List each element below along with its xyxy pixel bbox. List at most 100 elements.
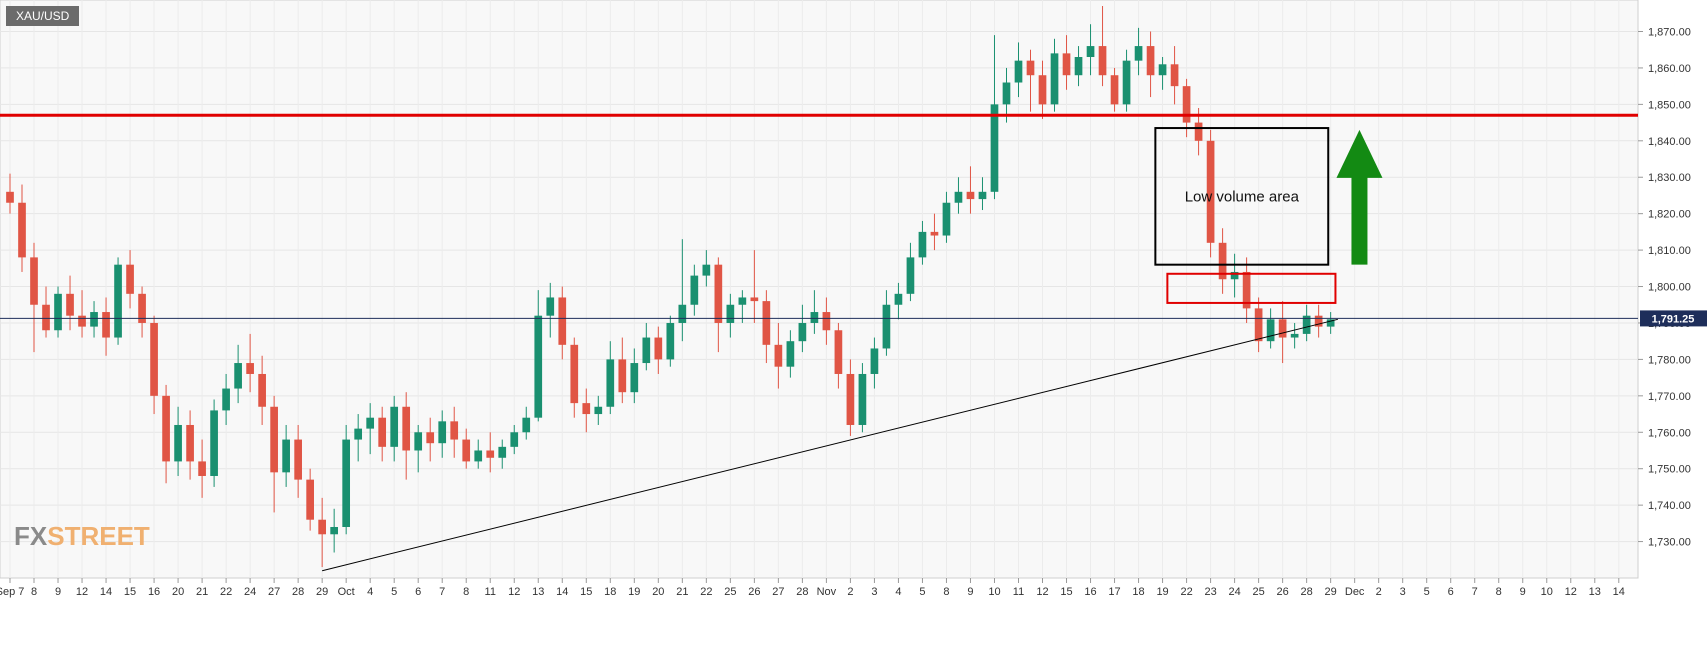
candle-body [246, 363, 254, 374]
x-tick-label: 22 [700, 586, 712, 598]
candle-body [978, 191, 987, 200]
candle-body [450, 421, 459, 440]
candle-body [738, 297, 747, 305]
candle-body [714, 264, 723, 323]
candle-body [1074, 57, 1083, 76]
up-arrow-icon [1336, 129, 1383, 265]
candle-body [954, 191, 963, 203]
candle-body [150, 322, 158, 396]
x-tick-label: 5 [391, 586, 397, 598]
candle-body [354, 428, 363, 440]
candle-body [318, 519, 326, 535]
x-tick-label: 24 [1228, 586, 1240, 598]
candle-body [30, 257, 38, 305]
support-trendline [322, 318, 1338, 572]
x-tick-label: 20 [172, 586, 184, 598]
candle-body [906, 257, 915, 294]
fxstreet-logo: FXSTREET [14, 521, 150, 551]
candle-body [930, 231, 939, 236]
candle-body [1326, 319, 1335, 327]
candle-body [366, 417, 375, 429]
x-tick-label: 5 [1424, 586, 1430, 598]
candle-body [630, 363, 639, 393]
x-tick-label: 23 [1204, 586, 1216, 598]
candle-body [90, 312, 98, 327]
candle-body [822, 312, 831, 331]
x-tick-label: 19 [1156, 586, 1168, 598]
x-tick-label: 4 [895, 586, 901, 598]
x-tick-label: 13 [532, 586, 544, 598]
y-tick-label: 1,830.00 [1648, 172, 1691, 184]
candle-body [342, 439, 351, 527]
x-tick-label: 28 [292, 586, 304, 598]
x-tick-label: Sep 7 [0, 586, 24, 598]
y-tick-label: 1,750.00 [1648, 464, 1691, 476]
candle-body [690, 275, 699, 305]
x-tick-label: 2 [1376, 586, 1382, 598]
candle-body [282, 439, 290, 473]
x-tick-label: 11 [485, 586, 496, 598]
candle-body [1122, 60, 1131, 105]
candle-body [1194, 122, 1203, 141]
candle-body [1002, 82, 1011, 105]
candle-body [582, 403, 591, 415]
candle-body [726, 304, 735, 323]
x-tick-label: 16 [148, 586, 160, 598]
candle-body [186, 424, 194, 462]
x-tick-label: 29 [316, 586, 328, 598]
candle-body [1170, 64, 1179, 87]
candle-body [294, 439, 302, 480]
candle-body [1026, 60, 1035, 76]
y-tick-label: 1,730.00 [1648, 537, 1691, 549]
candle-body [1302, 315, 1311, 334]
symbol-badge: XAU/USD [6, 6, 80, 26]
candle-body [858, 373, 867, 425]
candle-body [1278, 319, 1287, 338]
x-tick-label: 8 [31, 586, 37, 598]
candle-body [390, 406, 399, 447]
low-volume-box [1154, 127, 1330, 266]
x-tick-label: 10 [1541, 586, 1553, 598]
x-tick-label: 14 [556, 586, 568, 598]
candle-body [1014, 60, 1023, 83]
candle-body [78, 315, 86, 327]
x-tick-label: Dec [1345, 586, 1365, 598]
current-price-badge [1640, 310, 1707, 327]
x-tick-label: 12 [1036, 586, 1048, 598]
candle-body [606, 359, 615, 407]
x-tick-label: 7 [439, 586, 445, 598]
x-tick-label: 12 [76, 586, 88, 598]
candle-body [1146, 46, 1155, 76]
candle-body [126, 264, 134, 294]
candle-body [498, 446, 507, 458]
x-tick-label: 19 [628, 586, 640, 598]
candle-body [42, 304, 50, 331]
candle-body [834, 330, 843, 374]
y-tick-label: 1,850.00 [1648, 99, 1691, 111]
candle-body [1266, 319, 1275, 342]
candle-body [510, 432, 519, 447]
x-tick-label: 2 [847, 586, 853, 598]
candle-body [810, 312, 819, 323]
candle-body [1038, 75, 1047, 105]
candle-body [1254, 308, 1263, 342]
candle-body [798, 322, 807, 342]
x-tick-label: 10 [988, 586, 1000, 598]
candle-body [174, 424, 182, 462]
candle-body [102, 312, 110, 338]
x-tick-label: 21 [676, 586, 688, 598]
candle-body [162, 395, 170, 462]
candle-body [474, 450, 483, 462]
candle-body [1062, 53, 1071, 76]
x-tick-label: 3 [1400, 586, 1406, 598]
candle-body [702, 264, 711, 276]
x-tick-label: 27 [268, 586, 280, 598]
logo-part-fx: FX [14, 521, 48, 551]
y-tick-label: 1,810.00 [1648, 245, 1691, 257]
candle-body [402, 406, 411, 451]
x-tick-label: 22 [220, 586, 232, 598]
x-tick-label: Oct [338, 586, 355, 598]
x-tick-label: 8 [463, 586, 469, 598]
x-tick-label: 9 [1520, 586, 1526, 598]
